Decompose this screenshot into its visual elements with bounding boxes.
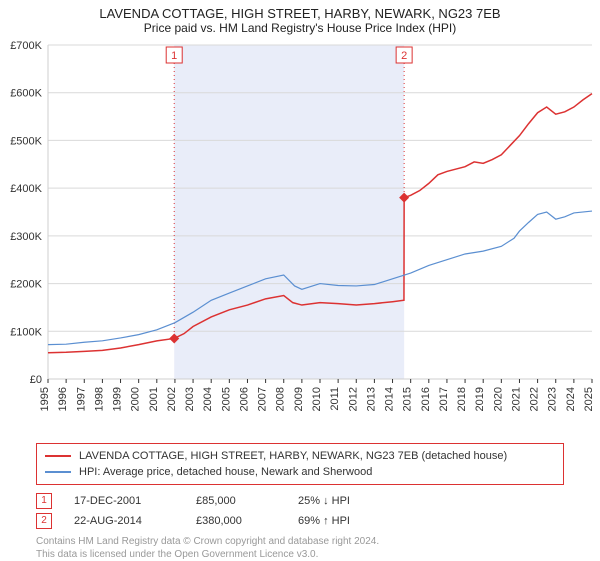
svg-text:2024: 2024 [565, 387, 577, 411]
svg-text:2008: 2008 [275, 387, 287, 411]
transaction-price-1: £85,000 [196, 495, 276, 507]
transaction-date-2: 22-AUG-2014 [74, 515, 174, 527]
line-chart-svg: £0 £100K £200K £300K £400K £500K £600K £700K 199… [0, 39, 600, 439]
legend-row-1: LAVENDA COTTAGE, HIGH STREET, HARBY, NEW… [45, 448, 555, 464]
svg-text:2000: 2000 [130, 387, 142, 411]
svg-text:1996: 1996 [57, 387, 69, 411]
svg-text:£600K: £600K [10, 88, 42, 100]
svg-text:2020: 2020 [492, 387, 504, 411]
svg-text:2016: 2016 [420, 387, 432, 411]
svg-text:1995: 1995 [39, 387, 51, 411]
chart-title-sub: Price paid vs. HM Land Registry's House … [0, 21, 600, 39]
credit-line-2: This data is licensed under the Open Gov… [36, 548, 564, 561]
svg-text:£400K: £400K [10, 183, 42, 195]
legend-swatch-2 [45, 471, 71, 473]
svg-text:£700K: £700K [10, 40, 42, 52]
svg-text:2019: 2019 [474, 387, 486, 411]
svg-text:1998: 1998 [93, 387, 105, 411]
transaction-marker-2: 2 [36, 513, 52, 529]
svg-text:£100K: £100K [10, 326, 42, 338]
svg-text:2012: 2012 [347, 387, 359, 411]
transaction-marker-1: 1 [36, 493, 52, 509]
legend-label-1: LAVENDA COTTAGE, HIGH STREET, HARBY, NEW… [79, 450, 507, 462]
svg-text:1997: 1997 [75, 387, 87, 411]
svg-text:2022: 2022 [529, 387, 541, 411]
svg-text:2021: 2021 [510, 387, 522, 411]
svg-text:£0: £0 [30, 374, 42, 386]
credit-text: Contains HM Land Registry data © Crown c… [36, 535, 564, 561]
svg-text:2017: 2017 [438, 387, 450, 411]
svg-text:1999: 1999 [112, 387, 124, 411]
legend-label-2: HPI: Average price, detached house, Newa… [79, 466, 372, 478]
svg-text:1: 1 [171, 50, 177, 62]
svg-text:2: 2 [401, 50, 407, 62]
svg-text:2002: 2002 [166, 387, 178, 411]
legend: LAVENDA COTTAGE, HIGH STREET, HARBY, NEW… [36, 443, 564, 485]
legend-row-2: HPI: Average price, detached house, Newa… [45, 464, 555, 480]
svg-text:2006: 2006 [238, 387, 250, 411]
svg-text:2013: 2013 [365, 387, 377, 411]
svg-text:2011: 2011 [329, 387, 341, 411]
svg-text:2005: 2005 [220, 387, 232, 411]
chart-title-main: LAVENDA COTTAGE, HIGH STREET, HARBY, NEW… [0, 0, 600, 21]
svg-text:£200K: £200K [10, 279, 42, 291]
svg-text:2003: 2003 [184, 387, 196, 411]
table-row: 1 17-DEC-2001 £85,000 25% ↓ HPI [36, 491, 564, 511]
legend-swatch-1 [45, 455, 71, 457]
transaction-table: 1 17-DEC-2001 £85,000 25% ↓ HPI 2 22-AUG… [36, 491, 564, 531]
credit-line-1: Contains HM Land Registry data © Crown c… [36, 535, 564, 548]
svg-text:2009: 2009 [293, 387, 305, 411]
svg-text:2023: 2023 [547, 387, 559, 411]
transaction-date-1: 17-DEC-2001 [74, 495, 174, 507]
chart-container: LAVENDA COTTAGE, HIGH STREET, HARBY, NEW… [0, 0, 600, 560]
svg-text:2015: 2015 [402, 387, 414, 411]
svg-text:2010: 2010 [311, 387, 323, 411]
transaction-price-2: £380,000 [196, 515, 276, 527]
svg-text:2018: 2018 [456, 387, 468, 411]
transaction-pct-1: 25% ↓ HPI [298, 495, 408, 507]
svg-text:2025: 2025 [583, 387, 595, 411]
svg-text:2007: 2007 [257, 387, 269, 411]
svg-text:2004: 2004 [202, 387, 214, 411]
chart-plot-area: £0 £100K £200K £300K £400K £500K £600K £700K 199… [0, 39, 600, 439]
svg-text:2014: 2014 [384, 387, 396, 411]
transaction-pct-2: 69% ↑ HPI [298, 515, 408, 527]
table-row: 2 22-AUG-2014 £380,000 69% ↑ HPI [36, 511, 564, 531]
svg-text:2001: 2001 [148, 387, 160, 411]
svg-text:£500K: £500K [10, 135, 42, 147]
svg-text:£300K: £300K [10, 231, 42, 243]
